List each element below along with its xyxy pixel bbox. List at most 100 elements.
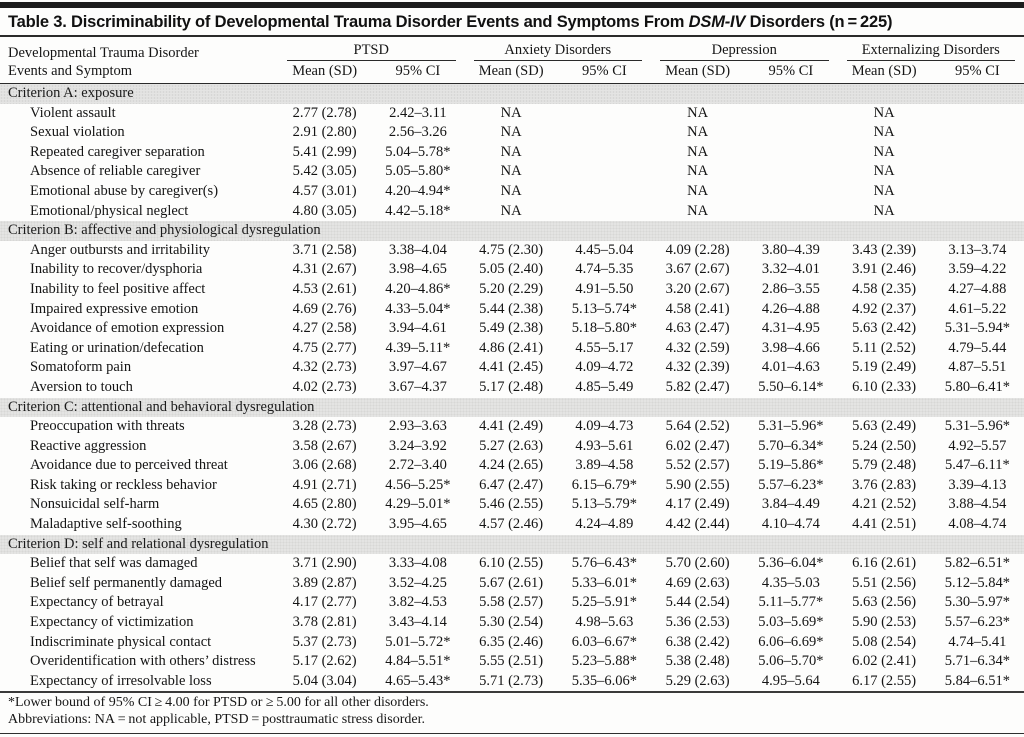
cell: 3.58 (2.67) [292, 437, 357, 454]
cell: 3.52–4.25 [388, 574, 447, 591]
footnotes: *Lower bound of 95% CI ≥ 4.00 for PTSD o… [0, 691, 1024, 731]
cell: 4.27–4.88 [948, 280, 1007, 297]
table-row: Aversion to touch 4.02 (2.73) 3.67–4.37 … [0, 378, 1024, 398]
row-label: Impaired expressive emotion [30, 300, 199, 317]
cell: 4.58 (2.41) [665, 300, 730, 317]
row-label: Expectancy of betrayal [30, 594, 164, 611]
cell: 4.91 (2.71) [292, 476, 357, 493]
cell: 3.24–3.92 [388, 437, 447, 454]
cell: 3.97–4.67 [388, 359, 447, 376]
cell: 5.82 (2.47) [665, 378, 730, 395]
cell: 4.87–5.51 [948, 359, 1007, 376]
row-label: Emotional/physical neglect [30, 202, 189, 219]
table-title-prefix: Table 3. Discriminability of Development… [8, 13, 689, 31]
cell: 5.31–5.96* [758, 418, 824, 435]
group-header-row: Developmental Trauma Disorder Events and… [0, 37, 1024, 84]
cell: NA [687, 143, 709, 160]
cell: 5.24 (2.50) [852, 437, 917, 454]
cell: 3.67 (2.67) [665, 261, 730, 278]
cell: 4.41 (2.49) [479, 418, 544, 435]
cell: NA [873, 104, 895, 121]
cell: 5.63 (2.42) [852, 320, 917, 337]
table-body: Criterion A: exposure Violent assault 2.… [0, 83, 1024, 692]
table-row: Maladaptive self-soothing 4.30 (2.72) 3.… [0, 515, 1024, 535]
table-row: Expectancy of victimization 3.78 (2.81) … [0, 613, 1024, 633]
cell: 4.61–5.22 [948, 300, 1007, 317]
cell: 4.98–5.63 [575, 614, 634, 631]
cell: 3.95–4.65 [388, 516, 447, 533]
data-table: Developmental Trauma Disorder Events and… [0, 37, 1024, 691]
column-group-depression: Depression [651, 37, 838, 61]
cell: 2.42–3.11 [389, 104, 447, 121]
cell: 5.76–6.43* [571, 555, 637, 572]
group-label-externalizing: Externalizing Disorders [861, 42, 1000, 58]
subheader-ci-ptsd: 95% CI [371, 61, 465, 84]
row-label: Violent assault [30, 104, 116, 121]
bottom-rule [0, 733, 1024, 737]
subheader-ci-externalizing: 95% CI [930, 61, 1024, 84]
row-label: Indiscriminate physical contact [30, 633, 212, 650]
row-label: Nonsuicidal self-harm [30, 496, 160, 513]
section-heading: Criterion B: affective and physiological… [0, 221, 1024, 241]
cell [558, 104, 651, 124]
row-label: Maladaptive self-soothing [30, 516, 182, 533]
row-label: Aversion to touch [30, 378, 133, 395]
cell: 5.20 (2.29) [479, 280, 544, 297]
cell: 5.31–5.94* [944, 320, 1010, 337]
table-row: Eating or urination/defecation 4.75 (2.7… [0, 339, 1024, 359]
cell: 5.49 (2.38) [479, 320, 544, 337]
section-row: Criterion A: exposure [0, 83, 1024, 104]
cell: 5.25–5.91* [571, 594, 637, 611]
cell: 4.39–5.11* [385, 339, 451, 356]
cell: 5.79 (2.48) [852, 457, 917, 474]
cell: 3.39–4.13 [948, 476, 1007, 493]
cell: 6.35 (2.46) [479, 633, 544, 650]
cell: 5.03–5.69* [758, 614, 824, 631]
cell: 4.56–5.25* [385, 476, 451, 493]
cell: 2.56–3.26 [388, 124, 447, 141]
cell: 4.08–4.74 [948, 516, 1007, 533]
stub-header-line1: Developmental Trauma Disorder [8, 45, 199, 61]
cell: 3.38–4.04 [388, 241, 447, 258]
cell: 4.32 (2.59) [665, 339, 730, 356]
row-label: Belief self permanently damaged [30, 574, 223, 591]
cell: 6.03–6.67* [571, 633, 637, 650]
cell: 3.91 (2.46) [852, 261, 917, 278]
cell: NA [873, 163, 895, 180]
cell: 4.21 (2.52) [852, 496, 917, 513]
sub-header-row: Mean (SD) 95% CI Mean (SD) 95% CI Mean (… [0, 61, 1024, 84]
cell [558, 162, 651, 182]
cell: 5.42 (3.05) [292, 163, 357, 180]
row-label: Eating or urination/defecation [30, 339, 204, 356]
cell: 5.30–5.97* [944, 594, 1010, 611]
cell: 3.88–4.54 [948, 496, 1007, 513]
cell: 4.75 (2.30) [479, 241, 544, 258]
cell [558, 123, 651, 143]
cell: NA [687, 202, 709, 219]
cell: 4.31 (2.67) [292, 261, 357, 278]
cell: NA [687, 182, 709, 199]
row-label: Expectancy of victimization [30, 614, 194, 631]
cell: 3.89 (2.87) [292, 574, 357, 591]
cell: 5.46 (2.55) [479, 496, 544, 513]
cell: 5.05 (2.40) [479, 261, 544, 278]
cell: 3.20 (2.67) [665, 280, 730, 297]
cell: 6.10 (2.33) [852, 378, 917, 395]
cell: 5.12–5.84* [944, 574, 1010, 591]
cell: 5.52 (2.57) [665, 457, 730, 474]
cell: 4.57 (3.01) [292, 182, 357, 199]
cell: NA [500, 124, 522, 141]
cell: 4.53 (2.61) [292, 280, 357, 297]
cell: 5.35–6.06* [571, 672, 637, 689]
cell: 5.33–6.01* [571, 574, 637, 591]
cell: 4.17 (2.49) [665, 496, 730, 513]
cell: 5.13–5.74* [571, 300, 637, 317]
cell: 5.70–6.34* [758, 437, 824, 454]
cell: 5.38 (2.48) [665, 653, 730, 670]
cell: 4.55–5.17 [575, 339, 634, 356]
table-row: Expectancy of irresolvable loss 5.04 (3.… [0, 672, 1024, 692]
cell: 6.38 (2.42) [665, 633, 730, 650]
cell: 5.17 (2.62) [292, 653, 357, 670]
cell: NA [500, 202, 522, 219]
cell: 5.44 (2.38) [479, 300, 544, 317]
